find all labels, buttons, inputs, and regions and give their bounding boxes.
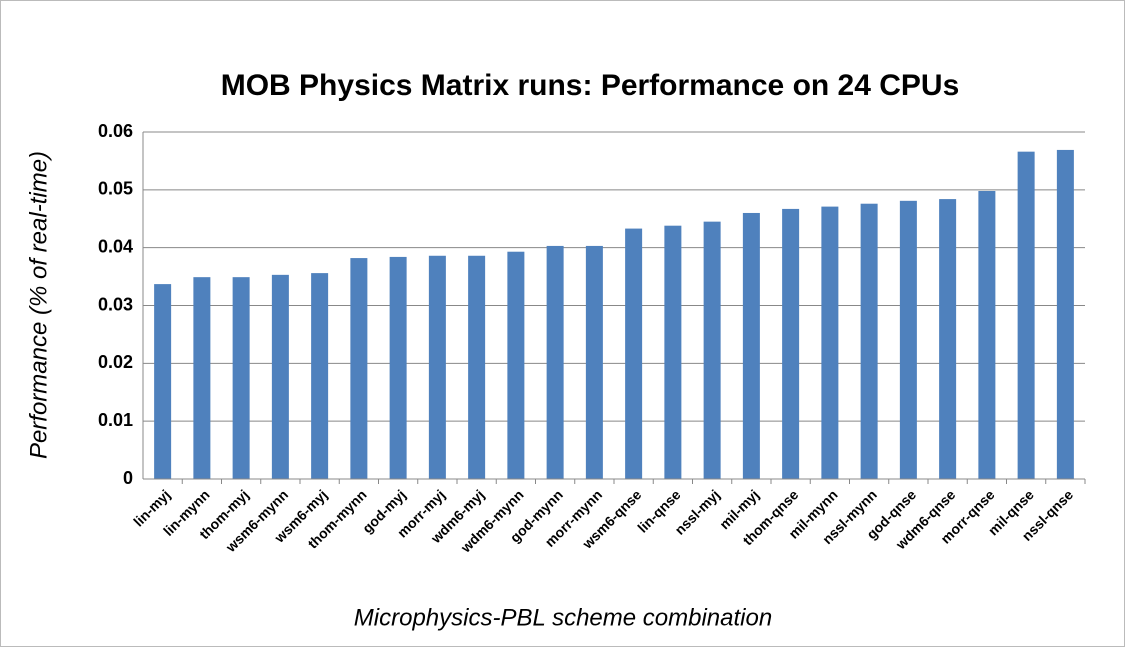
bar: [899, 200, 917, 480]
bar: [742, 212, 760, 479]
bar: [507, 251, 525, 479]
y-tick-label: 0.03: [98, 294, 133, 314]
bar: [468, 255, 486, 479]
y-tick-label: 0.05: [98, 179, 133, 199]
y-tick-label: 0.01: [98, 410, 133, 430]
bar: [939, 199, 957, 479]
bar: [389, 256, 407, 479]
chart-title: MOB Physics Matrix runs: Performance on …: [221, 69, 960, 102]
bar: [664, 225, 682, 479]
bar: [821, 206, 839, 480]
bar: [350, 258, 368, 479]
bar: [625, 228, 643, 479]
bar: [546, 245, 564, 479]
bar: [703, 221, 721, 479]
bar: [585, 245, 603, 479]
y-tick-label: 0.06: [98, 121, 133, 141]
bar: [782, 208, 800, 479]
bar: [860, 203, 878, 480]
bar: [311, 273, 329, 479]
bar: [1056, 149, 1074, 479]
bar: [232, 277, 250, 479]
y-tick-label: 0.02: [98, 352, 133, 372]
bar: [271, 274, 289, 479]
bar: [193, 277, 211, 479]
y-axis-title: Performance (% of real-time): [25, 151, 52, 459]
bar: [154, 284, 172, 479]
x-axis-title: Microphysics-PBL scheme combination: [354, 604, 772, 631]
y-tick-label: 0.04: [98, 236, 133, 256]
y-tick-label: 0: [123, 468, 133, 488]
bar: [978, 190, 996, 480]
bar: [1017, 151, 1035, 479]
bar: [428, 255, 446, 479]
